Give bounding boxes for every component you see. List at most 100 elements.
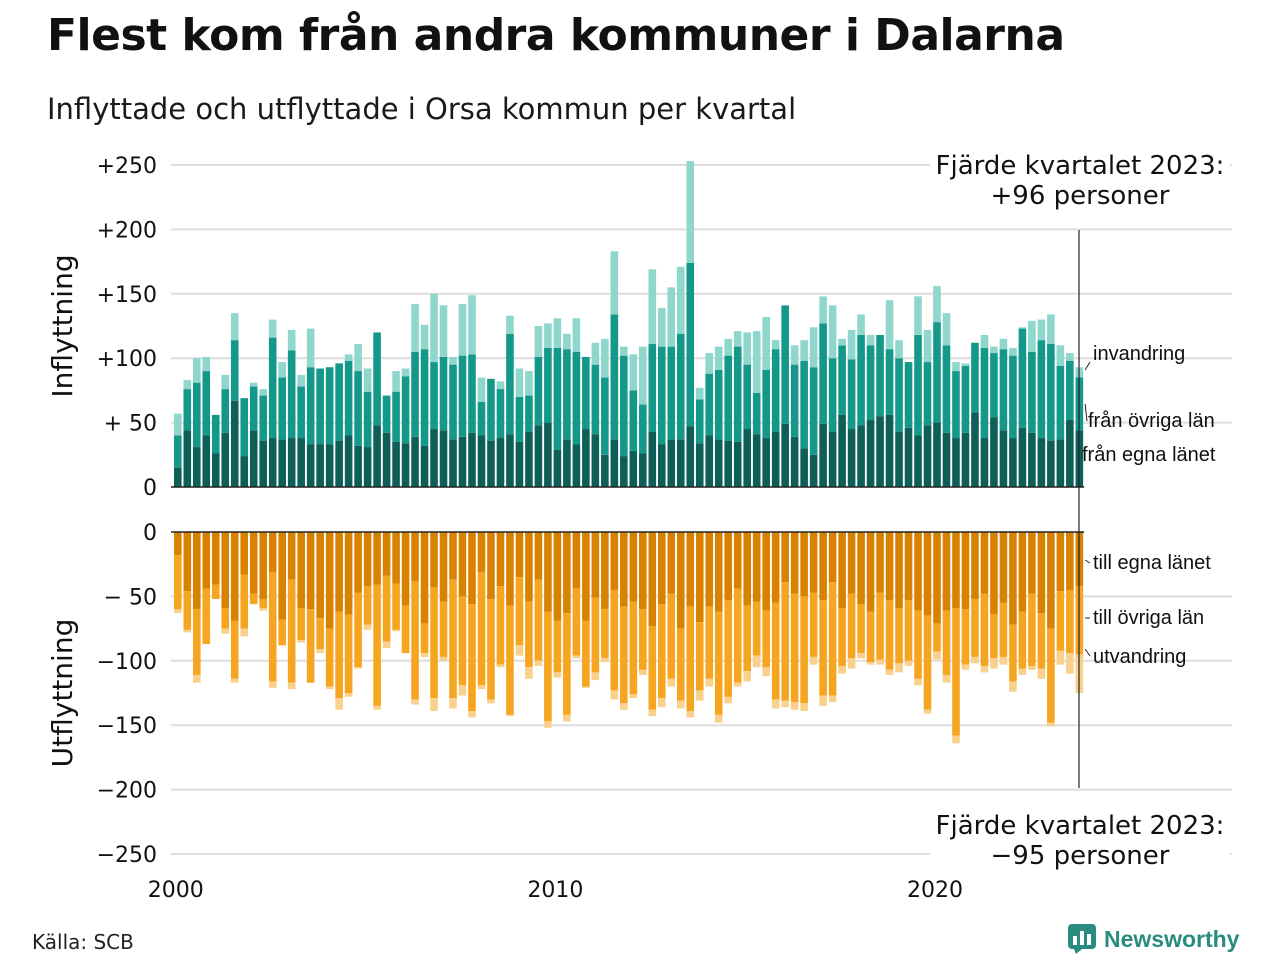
bar-inflyttning (620, 355, 628, 457)
bar-inflyttning (762, 369, 770, 439)
bar-utflyttning (373, 584, 381, 706)
bar-inflyttning (1056, 365, 1065, 440)
bar-utflyttning (174, 532, 182, 556)
bar-inflyttning (752, 331, 761, 393)
bar-utflyttning (667, 678, 676, 687)
bar-inflyttning (553, 449, 562, 487)
bar-inflyttning (477, 377, 486, 402)
bar-utflyttning (192, 609, 201, 675)
bar-utflyttning (771, 699, 780, 709)
bar-utflyttning (240, 574, 249, 629)
bar-inflyttning (667, 439, 676, 487)
bar-utflyttning (458, 685, 467, 696)
bar-utflyttning (657, 532, 666, 605)
y-tick-label: +200 (97, 218, 157, 243)
bar-inflyttning (895, 358, 903, 432)
bar-inflyttning (999, 338, 1008, 350)
bar-utflyttning (544, 611, 552, 722)
bar-utflyttning (230, 620, 239, 679)
bar-inflyttning (183, 389, 192, 431)
bar-utflyttning (610, 690, 619, 700)
bar-utflyttning (1047, 722, 1055, 727)
bar-utflyttning (382, 575, 391, 642)
bar-utflyttning (591, 597, 600, 673)
bar-utflyttning (268, 571, 277, 682)
bar-inflyttning (885, 414, 894, 487)
annotation-background (930, 145, 1230, 213)
bar-inflyttning (363, 447, 372, 487)
bar-utflyttning (904, 660, 913, 666)
leader-line (1084, 648, 1091, 657)
bar-utflyttning (790, 532, 799, 594)
bar-utflyttning (174, 555, 182, 610)
chart-subtitle: Inflyttade och utflyttade i Orsa kommun … (47, 92, 797, 126)
bar-inflyttning (980, 347, 989, 439)
bar-inflyttning (316, 444, 324, 487)
bar-utflyttning (952, 735, 960, 744)
bar-inflyttning (601, 377, 609, 455)
bar-inflyttning (278, 377, 286, 440)
bar-inflyttning (401, 443, 410, 487)
bar-utflyttning (468, 532, 476, 605)
bar-utflyttning (392, 629, 400, 632)
bar-inflyttning (259, 395, 268, 441)
bar-utflyttning (363, 624, 372, 630)
bar-utflyttning (344, 693, 353, 697)
bar-inflyttning (202, 371, 211, 436)
bar-utflyttning (933, 532, 941, 624)
bar-utflyttning (553, 672, 562, 678)
bar-utflyttning (230, 678, 239, 683)
bar-inflyttning (382, 395, 391, 433)
bar-utflyttning (430, 587, 438, 699)
bar-utflyttning (999, 656, 1008, 665)
bar-utflyttning (354, 532, 362, 593)
bar-utflyttning (325, 532, 334, 629)
bar-inflyttning (914, 296, 922, 336)
bar-utflyttning (344, 614, 353, 693)
bar-inflyttning (686, 262, 695, 427)
bar-utflyttning (610, 532, 619, 590)
bar-utflyttning (297, 640, 305, 643)
bar-inflyttning (373, 332, 381, 426)
bar-utflyttning (629, 601, 638, 695)
bar-inflyttning (249, 382, 258, 387)
bar-inflyttning (287, 350, 296, 439)
bar-inflyttning (838, 345, 846, 415)
bar-inflyttning (392, 441, 400, 487)
bar-inflyttning (411, 304, 419, 352)
bar-inflyttning (819, 323, 827, 424)
bar-utflyttning (952, 607, 960, 736)
bar-inflyttning (876, 335, 884, 417)
bar-utflyttning (790, 593, 799, 703)
bar-inflyttning (439, 305, 448, 357)
bar-inflyttning (695, 387, 704, 400)
bar-utflyttning (657, 698, 666, 708)
y-tick-label: −250 (97, 843, 157, 868)
bar-inflyttning (610, 439, 619, 487)
bar-utflyttning (762, 667, 770, 677)
bar-utflyttning (278, 619, 286, 646)
bar-inflyttning (174, 435, 182, 468)
bar-inflyttning (534, 326, 543, 357)
bar-utflyttning (705, 678, 714, 687)
bar-utflyttning (496, 664, 505, 668)
bar-inflyttning (1018, 427, 1027, 487)
bar-inflyttning (667, 346, 676, 440)
bar-inflyttning (202, 356, 211, 372)
bar-utflyttning (525, 667, 533, 679)
bar-inflyttning (895, 340, 903, 359)
bar-inflyttning (325, 367, 334, 445)
bar-utflyttning (506, 532, 514, 606)
bar-utflyttning (316, 532, 324, 619)
bar-utflyttning (259, 607, 268, 611)
bar-inflyttning (1009, 347, 1017, 356)
bar-utflyttning (287, 579, 296, 683)
bar-inflyttning (676, 266, 685, 334)
bar-inflyttning (999, 349, 1008, 431)
bar-inflyttning (667, 287, 676, 347)
series-label: utvandring (1093, 646, 1186, 668)
bar-inflyttning (192, 358, 201, 383)
bar-inflyttning (411, 351, 419, 437)
bar-inflyttning (515, 368, 524, 397)
bar-utflyttning (211, 532, 220, 585)
